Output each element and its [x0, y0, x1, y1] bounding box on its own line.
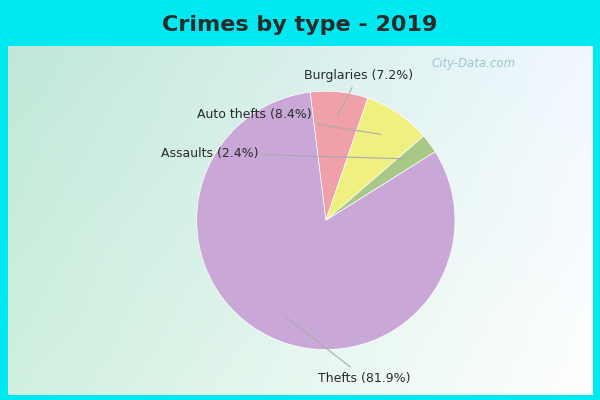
Wedge shape: [326, 136, 435, 220]
Wedge shape: [310, 91, 368, 220]
Text: Burglaries (7.2%): Burglaries (7.2%): [304, 69, 413, 115]
Text: City-Data.com: City-Data.com: [432, 58, 516, 70]
Text: Thefts (81.9%): Thefts (81.9%): [284, 316, 411, 384]
Text: Assaults (2.4%): Assaults (2.4%): [161, 147, 406, 160]
Text: Auto thefts (8.4%): Auto thefts (8.4%): [197, 108, 381, 134]
Wedge shape: [197, 92, 455, 350]
Wedge shape: [326, 98, 424, 220]
Text: Crimes by type - 2019: Crimes by type - 2019: [163, 15, 437, 35]
